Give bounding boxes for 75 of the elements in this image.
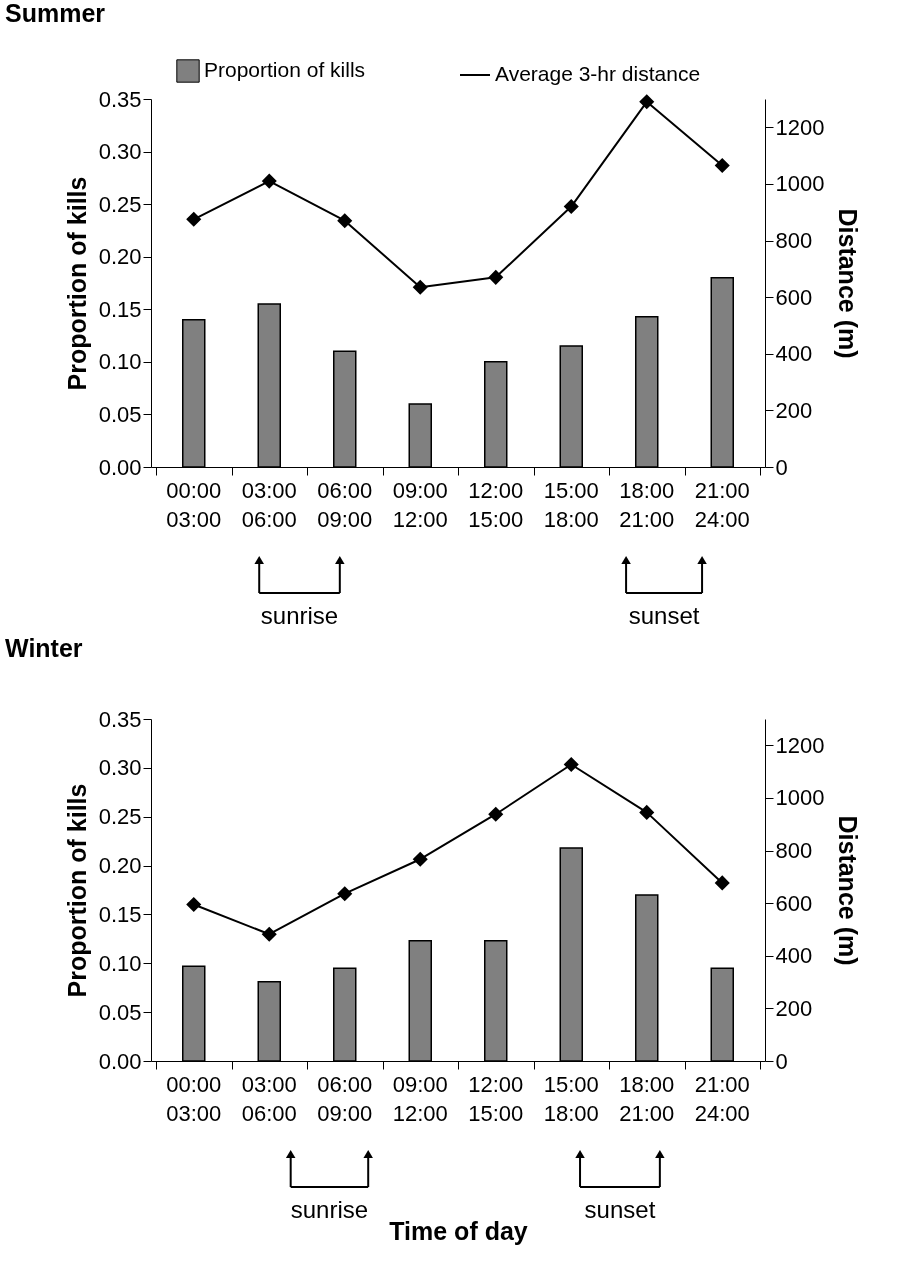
chart-title: Winter — [5, 634, 83, 662]
x-tick-label: 00:00 03:00 — [166, 478, 222, 532]
x-tick-label: 12:00 15:00 — [468, 1072, 524, 1126]
y2-tick-label: 200 — [775, 995, 813, 1021]
y-tick-label: 0.05 — [98, 401, 142, 427]
point — [413, 280, 428, 295]
point — [413, 852, 428, 867]
x-tick-label: 00:00 03:00 — [166, 1072, 222, 1126]
point — [564, 199, 579, 214]
chart-title: Summer — [5, 0, 106, 27]
y-tick-label: 0.10 — [98, 349, 142, 375]
y2-tick-label: 1000 — [775, 785, 825, 811]
y-tick-label: 0.30 — [98, 755, 142, 781]
y2-tick-label: 600 — [775, 284, 813, 310]
x-tick-label: 06:00 09:00 — [317, 1072, 373, 1126]
y-tick-label: 0.20 — [98, 853, 142, 879]
point — [488, 270, 503, 285]
y-axis-title: Proportion of kills — [62, 176, 91, 391]
y-tick-label: 0.00 — [98, 454, 142, 480]
text: sunset — [628, 602, 700, 629]
y2-tick-label: 1200 — [775, 114, 825, 140]
point — [337, 886, 352, 901]
y-tick-label: 0.35 — [98, 706, 142, 732]
point — [715, 875, 730, 891]
x-tick-label: 15:00 18:00 — [543, 478, 599, 532]
y-tick-label: 0.10 — [98, 950, 142, 976]
text: sunset — [584, 1196, 656, 1223]
y2-tick-label: 400 — [775, 943, 813, 969]
x-tick-label: 21:00 24:00 — [694, 478, 750, 532]
x-tick-label: 21:00 24:00 — [694, 1072, 750, 1126]
x-tick-label: 18:00 21:00 — [619, 478, 675, 532]
point — [337, 213, 352, 228]
point — [639, 94, 654, 109]
y-tick-label: 0.15 — [98, 901, 142, 927]
x-tick-label: 09:00 12:00 — [392, 1072, 448, 1126]
y2-tick-label: 0 — [775, 454, 788, 480]
x-tick-label: 12:00 15:00 — [468, 478, 524, 532]
point — [715, 158, 730, 173]
y2-tick-label: 1200 — [775, 732, 825, 758]
y-tick-label: 0.25 — [98, 191, 142, 217]
y2-tick-label: 1000 — [775, 171, 825, 197]
y2-tick-label: 200 — [775, 397, 813, 423]
x-tick-label: 09:00 12:00 — [392, 478, 448, 532]
x-tick-label: 03:00 06:00 — [241, 478, 297, 532]
y-tick-label: 0.00 — [98, 1048, 142, 1074]
y2-axis-title: Distance (m) — [834, 815, 863, 966]
text: sunrise — [260, 602, 339, 629]
y-tick-label: 0.15 — [98, 296, 142, 322]
y-tick-label: 0.30 — [98, 139, 142, 165]
y2-tick-label: 800 — [775, 838, 813, 864]
x-tick-label: 15:00 18:00 — [543, 1072, 599, 1126]
y-tick-label: 0.05 — [98, 999, 142, 1025]
point — [262, 927, 277, 942]
y2-axis-title: Distance (m) — [834, 208, 863, 359]
point — [639, 805, 654, 820]
x-tick-label: 06:00 09:00 — [317, 478, 373, 532]
legend-label: Average 3-hr distance — [495, 62, 701, 85]
y2-tick-label: 400 — [775, 341, 813, 367]
point — [186, 212, 201, 227]
y-axis-title: Proportion of kills — [62, 783, 91, 998]
text: sunrise — [290, 1196, 369, 1223]
x-axis-title: Time of day — [389, 1217, 528, 1245]
point — [262, 173, 277, 189]
y-tick-label: 0.35 — [98, 86, 142, 112]
y-tick-label: 0.20 — [98, 244, 142, 270]
y-tick-label: 0.25 — [98, 804, 142, 830]
legend-label: Proportion of kills — [204, 58, 366, 81]
point — [488, 807, 503, 822]
x-tick-label: 18:00 21:00 — [619, 1072, 675, 1126]
x-tick-label: 03:00 06:00 — [241, 1072, 297, 1126]
y2-tick-label: 800 — [775, 228, 813, 254]
point — [186, 897, 201, 912]
point — [564, 757, 579, 772]
y2-tick-label: 0 — [775, 1048, 788, 1074]
y2-tick-label: 600 — [775, 890, 813, 916]
